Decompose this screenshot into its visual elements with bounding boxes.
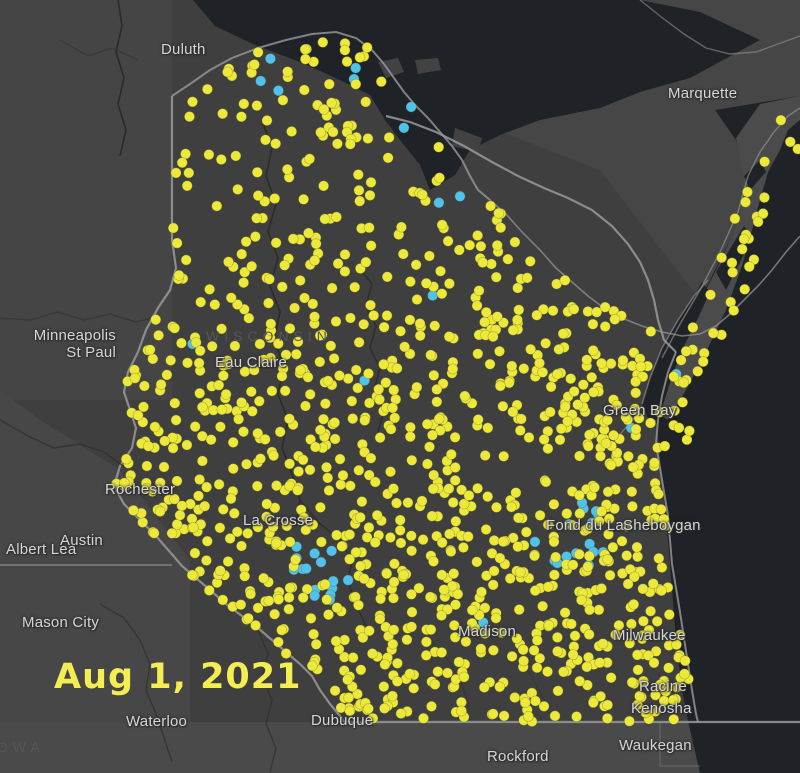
case-dot-layer: [111, 36, 800, 727]
map-container[interactable]: WISCONSIN IOWA Duluth Marquette Minneapo…: [0, 0, 800, 773]
